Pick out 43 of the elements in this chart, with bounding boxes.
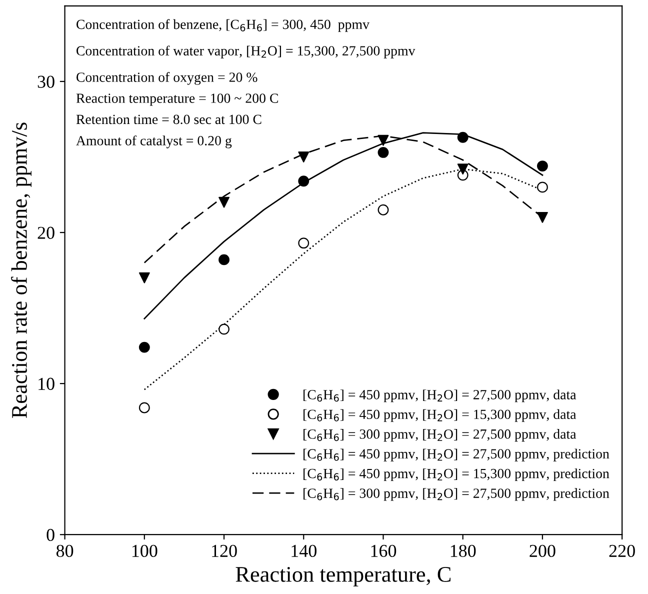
point <box>218 254 230 266</box>
legend-label: [C$_{6}$H$_{6}$] = 450 ppmv, [H$_{2}$O] = 15,300 ppmv, prediction <box>304 468 610 482</box>
point <box>138 402 150 414</box>
annotation: Concentration of water vapor, [H$_{2}$O] = 15,300, 27,500 ppmv <box>76 46 416 58</box>
annotation: Retention time = 8.0 sec at 100 C <box>76 114 262 124</box>
annotation: Concentration of benzene, [C$_{6}$H$_{6}$] = 300, 450 ppmv <box>76 19 370 32</box>
legend-label: [C$_{6}$H$_{6}$] = 450 ppmv, [H$_{2}$O] = 15,300 ppmv, data <box>304 409 576 422</box>
x-tick-label: 200 <box>530 544 556 558</box>
x-tick-label: 140 <box>292 544 316 558</box>
y-tick-label: 20 <box>38 226 54 239</box>
annotation: Concentration of oxygen = 20 % <box>76 72 258 85</box>
point <box>378 146 389 158</box>
legend-label: [C$_{6}$H$_{6}$] = 450 ppmv, [H$_{2}$O] = 27,500 ppmv, data <box>304 390 576 402</box>
annotation: Reaction temperature = 100 ~ 200 C <box>76 94 278 106</box>
y-tick-label: 10 <box>38 378 54 390</box>
point <box>218 196 230 208</box>
legend-label: [C$_{6}$H$_{6}$] = 300 ppmv, [H$_{2}$O] = 27,500 ppmv, data <box>304 429 576 442</box>
point <box>457 164 468 175</box>
point <box>138 342 150 353</box>
point <box>378 204 389 216</box>
x-tick-label: 120 <box>212 544 237 558</box>
point <box>218 324 230 335</box>
legend-label: [C$_{6}$H$_{6}$] = 450 ppmv, [H$_{2}$O] = 27,500 ppmv, prediction <box>304 448 610 462</box>
point <box>537 212 548 223</box>
legend-label: [C$_{6}$H$_{6}$] = 300 ppmv, [H$_{2}$O] = 27,500 ppmv, prediction <box>304 488 610 501</box>
annotation: Amount of catalyst = 0.20 g <box>76 135 232 148</box>
x-tick-label: 80 <box>56 544 74 558</box>
y-tick-label: 0 <box>46 528 54 542</box>
point <box>537 160 548 172</box>
x-tick-label: 100 <box>132 544 158 558</box>
x-tick-label: 180 <box>450 544 476 558</box>
x-tick-label: 220 <box>609 544 635 558</box>
point <box>378 134 389 146</box>
x-axis-title: Reaction temperature, C <box>236 566 450 586</box>
point <box>298 152 310 162</box>
y-axis-title: Reaction rate of benzene, ppmv/s <box>11 122 32 418</box>
point <box>537 182 548 193</box>
point <box>138 272 150 284</box>
y-tick-label: 30 <box>38 76 54 88</box>
point <box>298 238 310 249</box>
point <box>298 176 310 187</box>
point <box>457 132 468 143</box>
x-tick-label: 160 <box>371 544 396 558</box>
